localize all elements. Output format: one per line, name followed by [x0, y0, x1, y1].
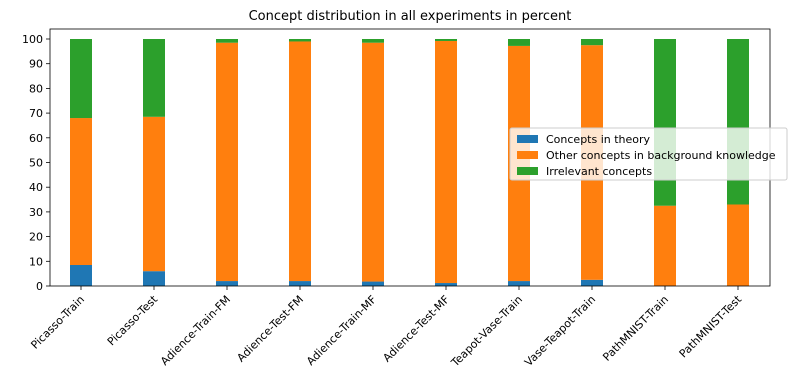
- bar-segment: [362, 39, 384, 43]
- x-tick-label: Teapot-Vase-Train: [448, 293, 525, 370]
- bar-segment: [362, 42, 384, 282]
- y-tick-label: 70: [29, 107, 43, 120]
- y-tick-label: 90: [29, 58, 43, 71]
- bar-segment: [143, 271, 165, 286]
- x-tick-label: PathMNIST-Train: [600, 293, 671, 364]
- y-tick-label: 30: [29, 206, 43, 219]
- bar-segment: [581, 39, 603, 46]
- bar-segment: [289, 41, 311, 282]
- x-tick-label: Adience-Test-FM: [234, 293, 306, 365]
- bar-segment: [435, 283, 457, 286]
- y-tick-label: 100: [22, 33, 43, 46]
- bar-segment: [289, 281, 311, 286]
- bar-segment: [727, 204, 749, 286]
- bar-segment: [216, 281, 238, 286]
- bar-segment: [362, 281, 384, 286]
- y-tick-label: 10: [29, 255, 43, 268]
- y-tick-label: 20: [29, 231, 43, 244]
- bar-segment: [435, 39, 457, 41]
- y-tick-label: 60: [29, 132, 43, 145]
- legend: Concepts in theory Other concepts in back…: [509, 127, 788, 181]
- y-tick-label: 50: [29, 157, 43, 170]
- x-tick-label: Picasso-Test: [105, 292, 161, 348]
- bar-segment: [289, 39, 311, 42]
- x-axis: Picasso-Train Picasso-TestAdience-Train-F…: [28, 286, 745, 370]
- bar-segment: [435, 40, 457, 284]
- bar-segment: [70, 39, 92, 119]
- bar-segment: [216, 42, 238, 282]
- bar-segment: [581, 279, 603, 286]
- y-tick-label: 40: [29, 181, 43, 194]
- chart-title: Concept distribution in all experiments …: [249, 9, 572, 24]
- x-tick-label: Adience-Train-FM: [158, 293, 233, 368]
- bar-segment: [508, 281, 530, 286]
- bar-segment: [654, 205, 676, 286]
- bar-segment: [216, 39, 238, 43]
- x-tick-label: PathMNIST-Test: [677, 292, 745, 360]
- y-tick-label: 80: [29, 82, 43, 95]
- bar-segment: [143, 39, 165, 117]
- x-tick-label: Picasso-Train: [28, 293, 87, 352]
- x-tick-label: Adience-Test-MF: [380, 293, 452, 365]
- bar-segment: [508, 39, 530, 46]
- legend-label: Other concepts in background knowledge: [546, 149, 776, 162]
- legend-label: Concepts in theory: [546, 133, 651, 146]
- bar-segment: [654, 39, 676, 206]
- x-tick-label: Adience-Train-MF: [304, 293, 379, 368]
- bar-segment: [70, 118, 92, 266]
- x-tick-label: Vase-Teapot-Train: [522, 293, 598, 369]
- legend-swatch: [517, 135, 538, 143]
- y-axis: 0 10 20 30 40 50 60 70 80 90 100: [22, 33, 50, 293]
- y-tick-label: 0: [36, 280, 43, 293]
- legend-swatch: [517, 167, 538, 175]
- legend-box: [509, 127, 788, 181]
- legend-label: Irrelevant concepts: [546, 165, 652, 178]
- bar-segment: [70, 265, 92, 286]
- legend-swatch: [517, 151, 538, 159]
- bar-segment: [143, 116, 165, 272]
